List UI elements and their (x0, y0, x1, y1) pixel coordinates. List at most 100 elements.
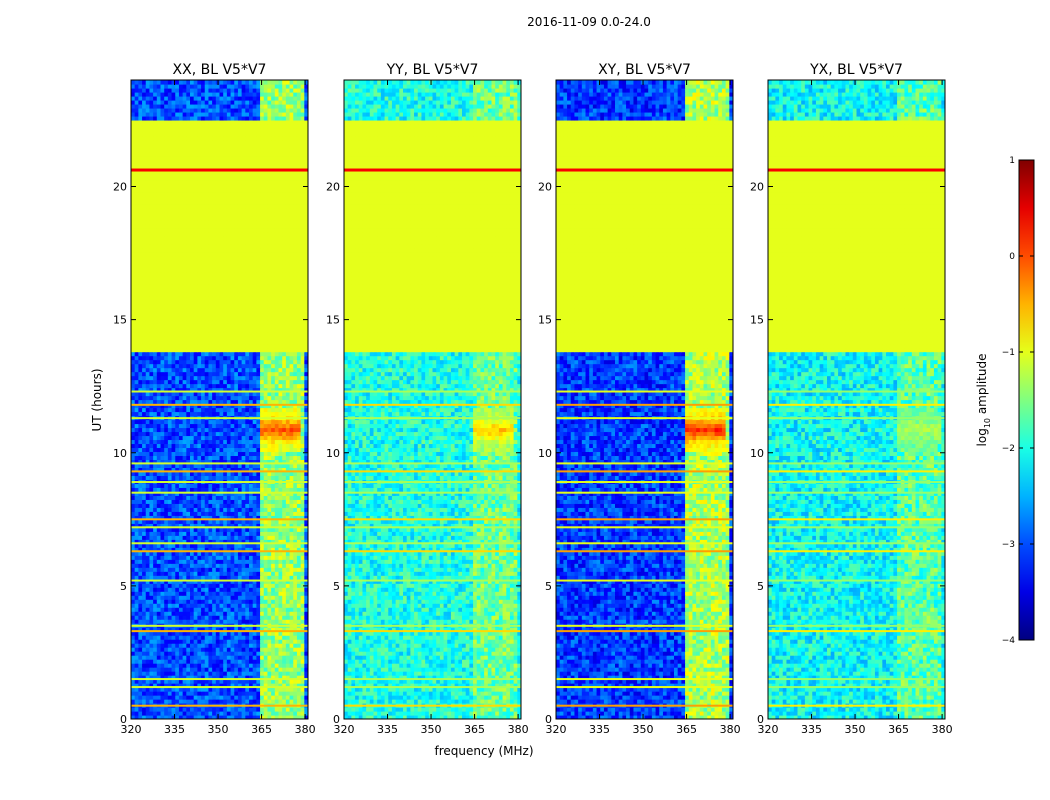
interference-row (768, 518, 945, 521)
spectrogram-image (768, 80, 945, 719)
colorbar-tick-label: −2 (1002, 444, 1015, 454)
spectrogram-image (556, 80, 733, 719)
panel-2: XY, BL V5*V7 320 335 350 365 380 0 5 10 15 20 (538, 62, 741, 736)
y-tick-label: 10 (750, 447, 764, 460)
interference-row (556, 542, 733, 545)
panel-title: XY, BL V5*V7 (598, 62, 691, 78)
gap-bright-row (344, 168, 521, 172)
interference-row (556, 630, 733, 633)
y-tick-label: 20 (750, 181, 764, 194)
x-tick-label: 335 (589, 723, 610, 736)
y-tick-label: 10 (538, 447, 552, 460)
colorbar-tick-label: 0 (1009, 252, 1015, 262)
y-axis-label: UT (hours) (90, 368, 104, 431)
y-tick-label: 20 (113, 181, 127, 194)
panel-frame (555, 79, 734, 720)
x-tick-label: 335 (164, 723, 185, 736)
x-tick-label: 380 (508, 723, 529, 736)
panel-title: XX, BL V5*V7 (173, 62, 267, 78)
interference-row (768, 462, 945, 465)
interference-row (556, 686, 733, 689)
colorbar-gradient (1018, 159, 1035, 641)
interference-row (556, 518, 733, 521)
x-tick-label: 320 (334, 723, 355, 736)
interference-row (344, 686, 521, 689)
interference-row (344, 462, 521, 465)
y-tick-label: 15 (538, 314, 552, 327)
interference-row (556, 704, 733, 707)
figure-title: 2016-11-09 0.0-24.0 (527, 15, 651, 29)
interference-row (344, 678, 521, 681)
interference-row (768, 579, 945, 582)
interference-row (768, 491, 945, 494)
x-tick-label: 380 (720, 723, 741, 736)
interference-row (768, 417, 945, 420)
interference-row (131, 403, 308, 406)
panel-0: XX, BL V5*V7 320 335 350 365 380 0 5 10 15 20 (113, 62, 316, 736)
x-tick-label: 365 (251, 723, 272, 736)
interference-row (344, 518, 521, 521)
panel-1: YY, BL V5*V7 320 335 350 365 380 0 5 10 15 20 (326, 62, 529, 736)
interference-row (344, 624, 521, 627)
interference-row (768, 542, 945, 545)
y-tick-label: 20 (538, 181, 552, 194)
colorbar-label: log10 amplitude (975, 354, 992, 447)
interference-row (344, 390, 521, 393)
y-tick-label: 15 (113, 314, 127, 327)
x-tick-label: 320 (758, 723, 779, 736)
interference-row (344, 579, 521, 582)
interference-row (556, 526, 733, 529)
y-tick-label: 15 (326, 314, 340, 327)
x-tick-label: 365 (676, 723, 697, 736)
panel-3: YX, BL V5*V7 320 335 350 365 380 0 5 10 15 20 (750, 62, 953, 736)
x-tick-label: 365 (464, 723, 485, 736)
interference-row (556, 550, 733, 553)
interference-row (131, 550, 308, 553)
y-tick-label: 5 (333, 580, 340, 593)
y-tick-label: 20 (326, 181, 340, 194)
colorbar-tick-label: −4 (1002, 636, 1016, 646)
interference-row (131, 704, 308, 707)
interference-row (768, 630, 945, 633)
interference-row (556, 403, 733, 406)
interference-row (344, 550, 521, 553)
interference-row (131, 686, 308, 689)
x-tick-label: 365 (888, 723, 909, 736)
interference-row (131, 470, 308, 473)
colorbar-label-log: log (975, 428, 989, 446)
interference-row (768, 470, 945, 473)
interference-row (556, 491, 733, 494)
y-tick-label: 5 (545, 580, 552, 593)
x-tick-label: 350 (845, 723, 866, 736)
panel-frame (130, 79, 309, 720)
panel-title: YX, BL V5*V7 (809, 62, 903, 78)
interference-row (768, 624, 945, 627)
x-tick-label: 335 (377, 723, 398, 736)
interference-row (344, 417, 521, 420)
interference-row (768, 526, 945, 529)
x-axis-label: frequency (MHz) (434, 744, 533, 758)
interference-row (768, 403, 945, 406)
x-tick-label: 350 (208, 723, 229, 736)
y-tick-label: 15 (750, 314, 764, 327)
interference-row (131, 630, 308, 633)
interference-row (131, 526, 308, 529)
y-tick-label: 0 (333, 713, 340, 726)
y-tick-label: 0 (757, 713, 764, 726)
interference-row (131, 542, 308, 545)
colorbar-tick-label: 1 (1009, 156, 1015, 166)
interference-row (344, 526, 521, 529)
interference-row (556, 481, 733, 484)
colorbar-label-sub: 10 (983, 418, 992, 428)
interference-row (556, 462, 733, 465)
colorbar-label-suffix: amplitude (975, 354, 989, 418)
interference-row (556, 470, 733, 473)
y-tick-label: 5 (120, 580, 127, 593)
panel-frame (343, 79, 522, 720)
interference-row (768, 390, 945, 393)
interference-row (556, 579, 733, 582)
interference-row (131, 579, 308, 582)
interference-row (131, 491, 308, 494)
